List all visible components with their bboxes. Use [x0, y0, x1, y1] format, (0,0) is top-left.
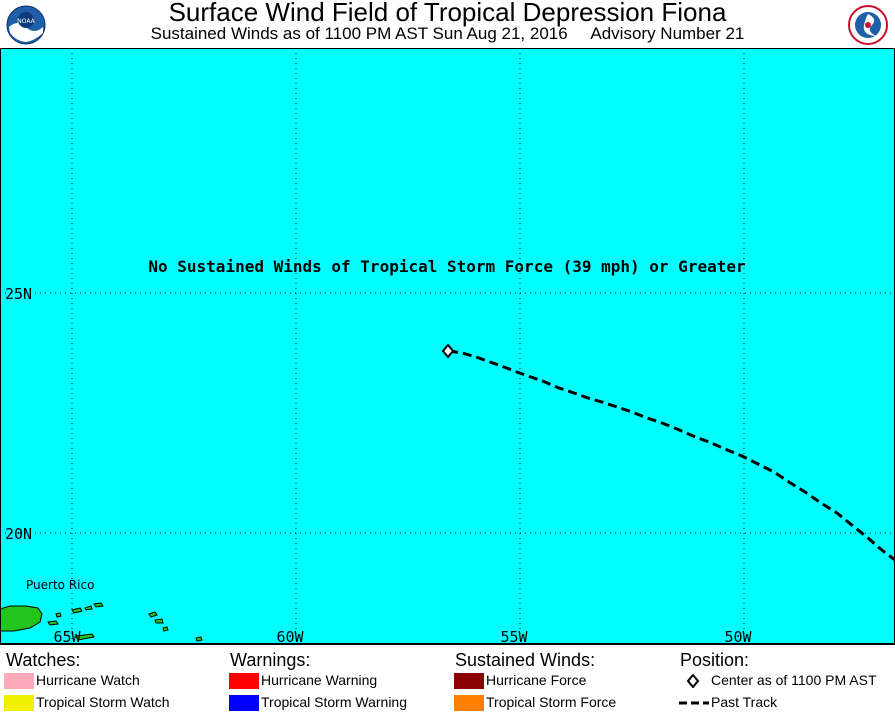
island-st-martin — [154, 618, 164, 624]
island-anguilla — [148, 611, 158, 618]
legend-dashed-track-icon — [679, 701, 709, 705]
tropical-storm-watch-swatch — [4, 695, 34, 711]
legend-heading-position: Position: — [680, 650, 750, 670]
legend-label-hurricane-warning: Hurricane Warning — [261, 672, 378, 688]
island-vieques — [47, 620, 59, 626]
page-title: Surface Wind Field of Tropical Depressio… — [168, 0, 727, 27]
header: NOAA Surface Wind Field of Tropical Depr… — [0, 0, 895, 48]
island-antigua — [195, 636, 203, 642]
island-st-barts — [162, 626, 169, 632]
graticule — [0, 48, 895, 644]
island-tortola — [93, 602, 104, 608]
lat-label-20n: 20N — [5, 525, 32, 543]
lon-label-55w: 55W — [500, 628, 528, 644]
lon-label-50w: 50W — [724, 628, 752, 644]
legend-label-past-track: Past Track — [711, 694, 778, 710]
legend-label-center: Center as of 1100 PM AST — [711, 672, 877, 688]
legend-label-tropical-storm-watch: Tropical Storm Watch — [36, 694, 170, 710]
lon-label-65w: 65W — [53, 628, 81, 644]
past-track-line — [448, 349, 895, 562]
legend-heading-warnings: Warnings: — [230, 650, 311, 670]
advisory-subtitle: Sustained Winds as of 1100 PM AST Sun Au… — [150, 24, 745, 43]
lat-label-25n: 25N — [5, 285, 32, 303]
hurricane-watch-swatch — [4, 673, 34, 689]
place-label-puerto-rico: Puerto Rico — [26, 578, 94, 592]
island-culebra — [55, 612, 62, 618]
lon-label-60w: 60W — [276, 628, 304, 644]
no-winds-message: No Sustained Winds of Tropical Storm For… — [148, 257, 745, 276]
legend-heading-sustained-winds: Sustained Winds: — [455, 650, 596, 670]
legend: Watches: Hurricane Watch Tropical Storm … — [0, 644, 895, 717]
puerto-rico — [0, 605, 43, 632]
center-diamond-icon — [441, 343, 455, 359]
national-weather-service-logo-icon — [848, 5, 888, 45]
noaa-logo-icon: NOAA — [6, 5, 46, 45]
legend-label-tropical-storm-force: Tropical Storm Force — [486, 694, 617, 710]
legend-label-hurricane-watch: Hurricane Watch — [36, 672, 140, 688]
tropical-storm-warning-swatch — [229, 695, 259, 711]
legend-label-hurricane-force: Hurricane Force — [486, 672, 587, 688]
hurricane-warning-swatch — [229, 673, 259, 689]
wind-field-map: No Sustained Winds of Tropical Storm For… — [0, 48, 895, 644]
legend-diamond-icon — [686, 674, 700, 688]
tropical-storm-force-swatch — [454, 695, 484, 711]
land — [0, 602, 203, 642]
legend-label-tropical-storm-warning: Tropical Storm Warning — [261, 694, 408, 710]
hurricane-force-swatch — [454, 673, 484, 689]
svg-text:NOAA: NOAA — [17, 18, 35, 25]
island-st-croix — [75, 633, 95, 641]
legend-heading-watches: Watches: — [6, 650, 81, 670]
island-st-john — [84, 605, 93, 611]
island-st-thomas — [71, 607, 83, 614]
